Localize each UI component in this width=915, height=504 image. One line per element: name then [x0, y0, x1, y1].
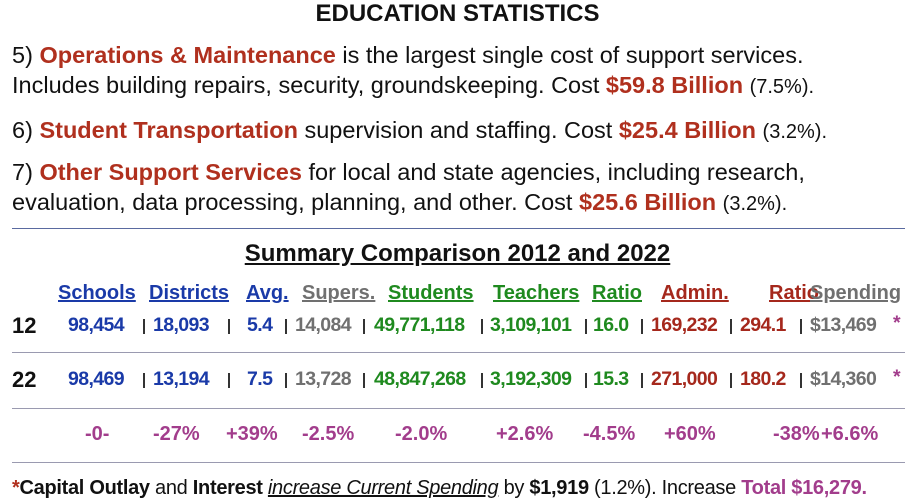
item-text: evaluation, data processing, planning, a…	[12, 189, 573, 215]
cell-value: $13,469	[810, 314, 877, 336]
separator	[12, 462, 905, 463]
column-header: Admin.	[661, 282, 729, 304]
cell-value: 180.2	[740, 368, 786, 390]
title: EDUCATION STATISTICS	[315, 0, 600, 27]
footnote-text: (1.2%). Increase	[594, 477, 736, 499]
item-highlight: Student Transportation	[39, 117, 298, 143]
item-text: Includes building repairs, security, gro…	[12, 72, 600, 98]
cell-value: 98,469	[68, 368, 125, 390]
item-text: for local and state agencies, including …	[308, 159, 805, 185]
cell-value: 271,000	[651, 368, 718, 390]
row-label: 22	[12, 367, 37, 392]
divider	[800, 373, 802, 388]
cell-value: 49,771,118	[374, 314, 465, 336]
item-text: supervision and staffing. Cost	[304, 117, 613, 143]
cell-value: 5.4	[247, 314, 273, 336]
footnote: *Capital Outlay and Interest increase Cu…	[12, 477, 867, 500]
row-note: *	[893, 366, 901, 388]
item-cost: $25.4 Billion	[618, 117, 756, 143]
divider	[363, 373, 365, 388]
divider	[143, 319, 145, 334]
divider	[481, 373, 483, 388]
item-number: 7)	[12, 159, 33, 185]
item-highlight: Other Support Services	[39, 159, 302, 185]
column-header: Ratio	[769, 282, 819, 304]
item-highlight: Operations & Maintenance	[39, 42, 336, 68]
cell-value: 3,109,101	[490, 314, 572, 336]
divider	[730, 319, 732, 334]
divider	[641, 319, 643, 334]
cell-value: 13,194	[153, 368, 210, 390]
column-header: Students	[388, 282, 474, 304]
separator	[12, 228, 905, 229]
item-share: (3.2%).	[762, 121, 827, 143]
divider	[585, 373, 587, 388]
item-cost: $59.8 Billion	[605, 72, 744, 98]
row-label: 12	[12, 313, 37, 338]
divider	[585, 319, 587, 334]
column-header: Spending	[810, 282, 902, 304]
divider	[481, 319, 483, 334]
item-number: 6)	[12, 117, 33, 143]
cell-value: 18,093	[153, 314, 210, 336]
divider	[730, 373, 732, 388]
separator	[12, 352, 905, 353]
divider	[285, 319, 287, 334]
change-value: +6.6%	[821, 423, 879, 445]
footnote-term: Capital Outlay	[19, 477, 150, 499]
column-header: Supers.	[302, 282, 376, 304]
footnote-text: and	[155, 477, 188, 499]
divider	[143, 373, 145, 388]
column-header: Avg.	[246, 282, 289, 304]
change-value: -27%	[153, 423, 200, 445]
footnote-star: *	[12, 477, 20, 499]
change-value: -2.0%	[395, 423, 448, 445]
item: 6) Student Transportation supervision an…	[12, 115, 827, 147]
divider	[363, 319, 365, 334]
footnote-text: by	[503, 477, 525, 499]
change-value: +2.6%	[496, 423, 554, 445]
item: 5) Operations & Maintenance is the large…	[12, 40, 814, 102]
cell-value: 14,084	[295, 314, 352, 336]
summary-title: Summary Comparison 2012 and 2022	[244, 240, 671, 267]
cell-value: 98,454	[68, 314, 125, 336]
change-value: -2.5%	[302, 423, 355, 445]
cell-value: 16.0	[593, 314, 629, 336]
column-header: Ratio	[592, 282, 642, 304]
column-header: Districts	[149, 282, 230, 304]
change-value: -38%	[773, 423, 820, 445]
divider	[285, 373, 287, 388]
footnote-emphasis: increase Current Spending	[267, 477, 499, 499]
item-share: (7.5%).	[749, 76, 815, 98]
cell-value: $14,360	[810, 368, 877, 390]
change-value: +39%	[226, 423, 278, 445]
footnote-term: Interest	[192, 477, 263, 499]
change-value: -0-	[85, 423, 110, 445]
change-value: +60%	[664, 423, 716, 445]
divider	[228, 373, 230, 388]
item: 7) Other Support Services for local and …	[12, 157, 805, 219]
cell-value: 3,192,309	[490, 368, 572, 390]
change-value: -4.5%	[583, 423, 636, 445]
cell-value: 169,232	[651, 314, 718, 336]
item-text: is the largest single cost of support se…	[342, 42, 804, 68]
cell-value: 7.5	[247, 368, 273, 390]
footnote-total: Total $16,279.	[741, 477, 867, 499]
column-header: Teachers	[493, 282, 580, 304]
item-share: (3.2%).	[722, 193, 788, 215]
cell-value: 294.1	[740, 314, 786, 336]
divider	[228, 319, 230, 334]
row-note: *	[893, 312, 901, 334]
divider	[641, 373, 643, 388]
separator	[12, 408, 905, 409]
cell-value: 15.3	[593, 368, 629, 390]
column-header: Schools	[58, 282, 136, 304]
divider	[800, 319, 802, 334]
cell-value: 13,728	[295, 368, 352, 390]
item-cost: $25.6 Billion	[579, 189, 717, 215]
item-number: 5)	[12, 42, 33, 68]
cell-value: 48,847,268	[374, 368, 466, 390]
footnote-amount: $1,919	[529, 477, 589, 499]
